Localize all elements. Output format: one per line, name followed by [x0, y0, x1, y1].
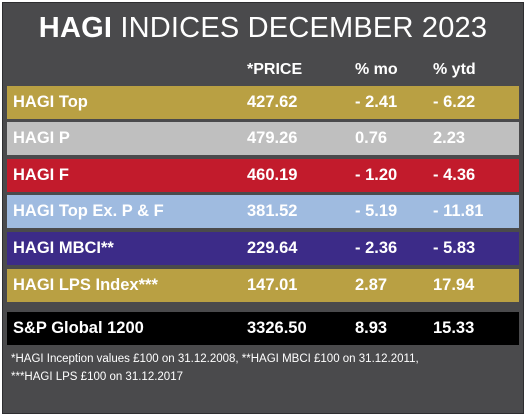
column-header-price: *PRICE — [247, 61, 303, 78]
row-ytd: 15.33 — [433, 319, 475, 337]
row-name: HAGI MBCI** — [13, 239, 114, 257]
row-price: 229.64 — [247, 239, 298, 257]
row-name: HAGI P — [13, 129, 70, 147]
row-ytd: - 11.81 — [433, 202, 484, 220]
title-brand: HAGI — [38, 12, 113, 44]
footnote-line-1: *HAGI Inception values £100 on 31.12.200… — [11, 353, 419, 365]
table-row-hagi-mbci: HAGI MBCI** 229.64 - 2.36 - 5.83 — [7, 232, 519, 265]
row-mo: - 1.20 — [355, 166, 398, 184]
row-name: HAGI Top Ex. P & F — [13, 202, 164, 220]
row-mo: - 5.19 — [355, 202, 398, 220]
row-price: 3326.50 — [247, 319, 307, 337]
footnote-line-2: ***HAGI LPS £100 on 31.12.2017 — [11, 371, 183, 383]
indices-card: HAGI INDICES DECEMBER 2023 *PRICE % mo %… — [2, 2, 524, 414]
table-row-hagi-lps: HAGI LPS Index*** 147.01 2.87 17.94 — [7, 269, 519, 302]
row-price: 147.01 — [247, 276, 298, 294]
row-mo: 8.93 — [355, 319, 388, 337]
title-rest: INDICES DECEMBER 2023 — [120, 12, 488, 44]
table-row-hagi-top: HAGI Top 427.62 - 2.41 - 6.22 — [7, 86, 519, 119]
row-mo: 2.87 — [355, 276, 388, 294]
row-name: HAGI Top — [13, 93, 88, 111]
row-mo: 0.76 — [355, 129, 388, 147]
row-name: HAGI F — [13, 166, 69, 184]
row-name: HAGI LPS Index*** — [13, 276, 158, 294]
table-row-hagi-f: HAGI F 460.19 - 1.20 - 4.36 — [7, 159, 519, 192]
column-header-ytd: % ytd — [433, 61, 476, 78]
row-ytd: - 6.22 — [433, 93, 476, 111]
row-price: 381.52 — [247, 202, 298, 220]
footnote: *HAGI Inception values £100 on 31.12.200… — [11, 350, 519, 386]
row-name: S&P Global 1200 — [13, 319, 144, 337]
row-ytd: - 4.36 — [433, 166, 476, 184]
row-ytd: 2.23 — [433, 129, 466, 147]
row-price: 460.19 — [247, 166, 298, 184]
row-price: 427.62 — [247, 93, 298, 111]
column-header-mo: % mo — [355, 61, 398, 78]
row-mo: - 2.41 — [355, 93, 398, 111]
table-row-sp-global: S&P Global 1200 3326.50 8.93 15.33 — [7, 312, 519, 345]
row-ytd: - 5.83 — [433, 239, 476, 257]
page-title: HAGI INDICES DECEMBER 2023 — [3, 3, 523, 53]
table-row-hagi-p: HAGI P 479.26 0.76 2.23 — [7, 122, 519, 155]
row-mo: - 2.36 — [355, 239, 398, 257]
row-price: 479.26 — [247, 129, 298, 147]
table-row-hagi-top-ex: HAGI Top Ex. P & F 381.52 - 5.19 - 11.81 — [7, 195, 519, 228]
row-ytd: 17.94 — [433, 276, 475, 294]
